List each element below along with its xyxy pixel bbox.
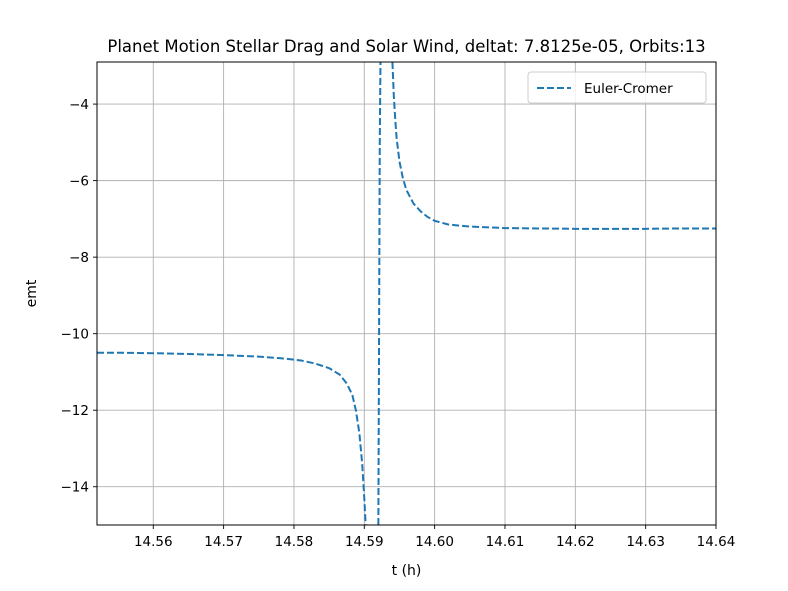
x-tick-label: 14.58	[275, 534, 314, 550]
x-tick-label: 14.60	[415, 534, 454, 550]
x-tick-label: 14.57	[204, 534, 243, 550]
y-tick-label: −4	[69, 97, 89, 113]
series-line-segment	[377, 62, 382, 525]
grid	[97, 62, 717, 525]
series-line-segment	[97, 351, 367, 525]
x-tick-label: 14.63	[626, 534, 665, 550]
y-axis-label: emt	[24, 279, 40, 307]
y-tick-label: −14	[61, 480, 90, 496]
series-line-segment	[391, 62, 716, 230]
y-tick-label: −6	[69, 174, 89, 190]
legend-box	[527, 71, 707, 104]
y-tick-label: −10	[61, 327, 90, 343]
plot-frame	[96, 61, 717, 526]
x-tick-label: 14.64	[697, 534, 736, 550]
y-tick-label: −8	[69, 250, 89, 266]
x-tick-label: 14.62	[556, 534, 595, 550]
plot-area	[97, 62, 716, 525]
legend: Euler-Cromer	[527, 71, 707, 104]
x-tick-label: 14.59	[345, 534, 384, 550]
x-axis-label: t (h)	[392, 563, 422, 579]
legend-label-euler-cromer: Euler-Cromer	[584, 81, 673, 97]
axes: 14.56 14.57 14.58 14.59 14.60 14.61 14.62 14.63…	[61, 61, 736, 550]
y-tick-label: −12	[61, 403, 90, 419]
series-euler-cromer	[97, 62, 716, 525]
x-tick-label: 14.56	[134, 534, 173, 550]
x-tick-label: 14.61	[486, 534, 525, 550]
chart-title: Planet Motion Stellar Drag and Solar Win…	[107, 37, 705, 56]
